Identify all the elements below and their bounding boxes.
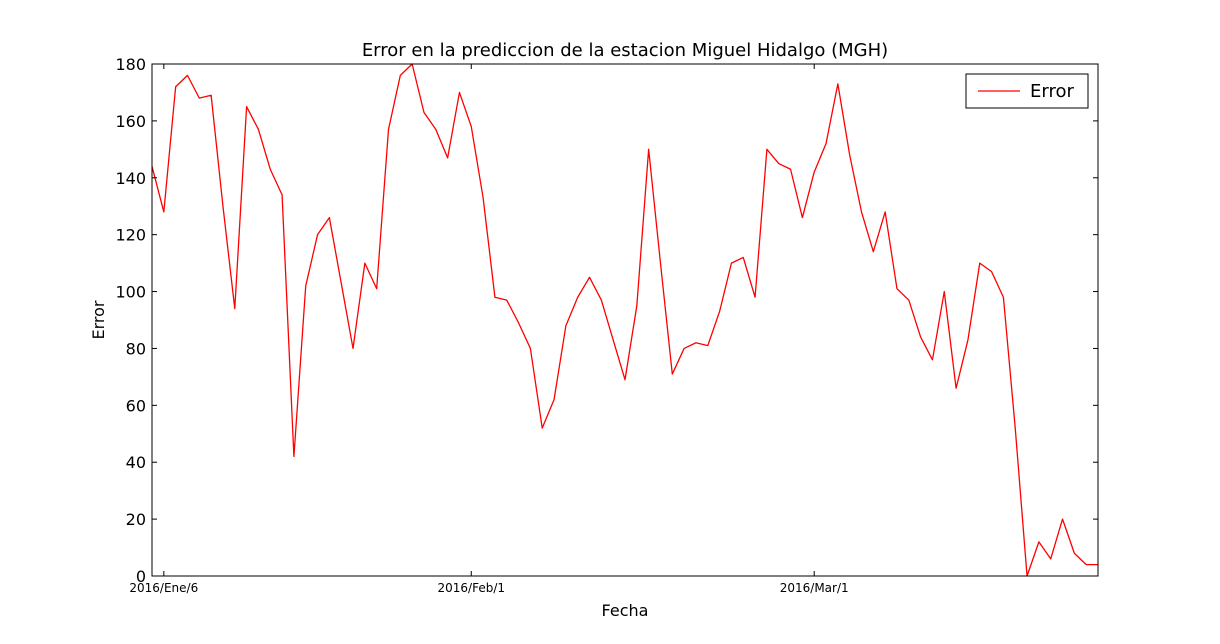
x-axis: 2016/Ene/6 2016/Feb/1 2016/Mar/1 (129, 64, 849, 595)
x-tick-label: 2016/Mar/1 (780, 581, 849, 595)
y-tick-label: 60 (126, 396, 146, 415)
y-axis-label: Error (89, 300, 108, 339)
y-tick-label: 180 (115, 55, 146, 74)
legend: Error (965, 73, 1089, 109)
y-tick-label: 140 (115, 169, 146, 188)
data-layer (151, 63, 1098, 577)
y-tick-label: 120 (115, 226, 146, 245)
series-line-error (151, 63, 1098, 577)
y-tick-label: 0 (136, 567, 146, 586)
y-tick-label: 80 (126, 339, 146, 358)
plot-frame (151, 63, 1099, 577)
x-tick-label: 2016/Ene/6 (129, 581, 198, 595)
y-tick-label: 20 (126, 510, 146, 529)
x-axis-label: Fecha (602, 601, 649, 620)
chart-title: Error en la prediccion de la estacion Mi… (362, 40, 888, 61)
y-axis: 0 20 40 60 80 100 120 140 160 180 (115, 55, 1098, 586)
x-tick-label: 2016/Feb/1 (438, 581, 506, 595)
y-tick-label: 160 (115, 112, 146, 131)
y-tick-label: 100 (115, 283, 146, 302)
legend-label-error: Error (1030, 81, 1074, 102)
y-tick-label: 40 (126, 453, 146, 472)
